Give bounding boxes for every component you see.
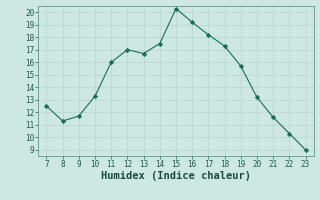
X-axis label: Humidex (Indice chaleur): Humidex (Indice chaleur) xyxy=(101,171,251,181)
